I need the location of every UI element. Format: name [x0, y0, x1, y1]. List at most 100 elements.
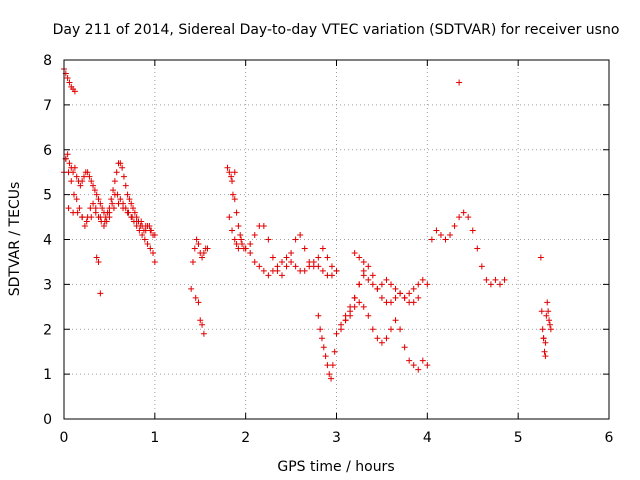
- data-point: [388, 299, 394, 306]
- data-point: [235, 245, 242, 252]
- data-point: [328, 272, 335, 279]
- data-point: [392, 294, 399, 301]
- data-point: [279, 258, 285, 265]
- data-point: [318, 335, 325, 342]
- data-point: [469, 227, 476, 234]
- data-point: [315, 254, 322, 261]
- data-point: [65, 205, 72, 212]
- data-point: [95, 258, 102, 265]
- data-point: [306, 258, 313, 265]
- data-point: [110, 205, 117, 212]
- data-point: [251, 232, 258, 239]
- data-point: [360, 303, 367, 310]
- data-point: [79, 178, 86, 185]
- data-point: [424, 362, 431, 369]
- data-point: [397, 326, 404, 333]
- data-point: [401, 294, 408, 301]
- data-point: [117, 160, 124, 167]
- data-point: [360, 258, 367, 265]
- data-point: [83, 218, 90, 225]
- data-point: [93, 191, 100, 198]
- data-point: [115, 200, 122, 207]
- y-axis-label: SDTVAR / TECUs: [7, 182, 23, 297]
- y-tick-label: 5: [43, 188, 52, 204]
- data-point: [351, 249, 358, 256]
- data-point: [87, 205, 94, 212]
- data-point: [319, 267, 326, 274]
- data-point: [428, 236, 435, 243]
- data-point: [66, 79, 73, 86]
- data-point: [447, 232, 454, 239]
- x-tick-labels: 0 1 2 3 4 5 6: [60, 430, 614, 446]
- data-point: [124, 191, 131, 198]
- data-point: [419, 276, 426, 283]
- y-tick-labels: 0 1 2 3 4 5 6 7 8: [43, 53, 52, 428]
- data-point: [71, 88, 78, 95]
- data-point: [365, 312, 372, 319]
- data-point: [90, 200, 97, 207]
- data-point: [433, 227, 440, 234]
- data-point: [292, 236, 299, 243]
- data-point: [71, 164, 78, 171]
- data-point: [331, 348, 338, 355]
- data-point: [229, 191, 236, 198]
- data-point: [237, 232, 244, 239]
- y-tick-label: 6: [43, 143, 52, 159]
- data-point: [233, 240, 240, 247]
- data-point: [410, 299, 417, 306]
- data-point: [378, 339, 385, 346]
- data-point: [279, 272, 285, 279]
- data-point: [142, 223, 149, 230]
- data-point: [487, 281, 494, 288]
- data-point: [100, 223, 107, 230]
- data-point: [242, 245, 249, 252]
- data-point: [410, 362, 417, 369]
- data-point: [374, 335, 381, 342]
- data-point: [81, 223, 88, 230]
- data-point: [301, 245, 308, 252]
- data-point: [138, 218, 145, 225]
- data-point: [546, 317, 553, 324]
- data-point: [365, 276, 372, 283]
- data-point: [456, 79, 463, 86]
- data-point: [239, 240, 246, 247]
- data-point: [124, 209, 131, 216]
- data-point: [117, 196, 124, 203]
- data-point: [541, 348, 548, 355]
- data-point: [410, 285, 417, 292]
- data-point: [119, 164, 126, 171]
- data-point: [224, 164, 231, 171]
- data-point: [356, 299, 363, 306]
- data-point: [204, 245, 211, 252]
- data-point: [365, 263, 372, 270]
- data-point: [392, 317, 399, 324]
- data-point: [378, 294, 385, 301]
- x-tick-label: 6: [605, 430, 614, 446]
- data-point: [260, 223, 267, 230]
- data-point: [301, 267, 308, 274]
- data-point: [122, 182, 129, 189]
- y-tick-label: 7: [43, 98, 52, 114]
- data-point: [147, 227, 154, 234]
- data-point: [189, 258, 196, 265]
- data-point: [231, 196, 238, 203]
- data-point: [247, 240, 254, 247]
- data-point: [465, 214, 472, 221]
- data-point: [144, 240, 151, 247]
- data-point: [356, 281, 363, 288]
- x-tick-label: 1: [150, 430, 159, 446]
- data-point: [229, 227, 236, 234]
- data-point: [260, 267, 267, 274]
- x-tick-label: 0: [60, 430, 69, 446]
- data-point: [93, 254, 100, 261]
- data-point: [406, 357, 413, 364]
- data-point: [80, 173, 87, 180]
- data-point: [120, 205, 127, 212]
- x-tick-label: 4: [423, 430, 432, 446]
- data-point: [256, 263, 263, 270]
- data-point: [288, 258, 295, 265]
- data-point: [106, 214, 113, 221]
- data-point: [401, 344, 408, 351]
- data-point: [195, 299, 202, 306]
- data-point: [283, 263, 290, 270]
